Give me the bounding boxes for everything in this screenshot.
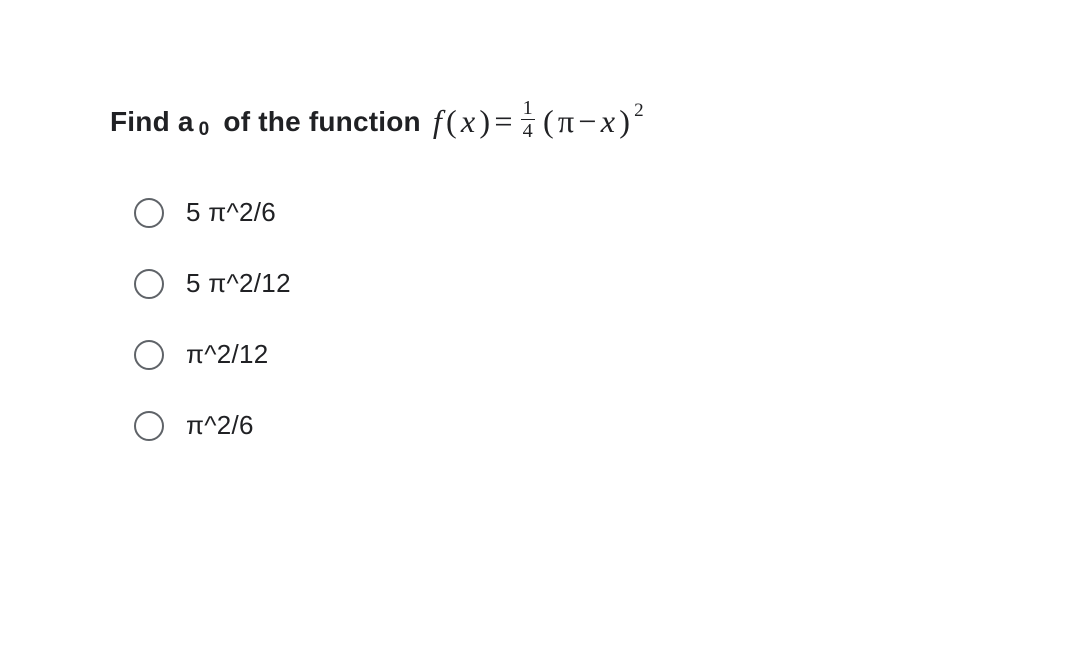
option-label: 5 π^2/12 [186,268,291,299]
function-x: x [461,103,476,140]
function-open: ( [446,103,457,140]
question-text: Find a0 of the function f(x) = 1 4 (π − … [110,100,980,143]
var-x: x [601,103,616,140]
radio-icon[interactable] [134,411,164,441]
option-label: π^2/6 [186,410,254,441]
minus: − [578,103,596,140]
options-list: 5 π^2/6 5 π^2/12 π^2/12 π^2/6 [110,197,980,441]
radio-icon[interactable] [134,340,164,370]
question-prefix: Find a [110,106,194,138]
option-2[interactable]: 5 π^2/12 [134,268,980,299]
option-4[interactable]: π^2/6 [134,410,980,441]
question-mid: of the function [215,106,428,138]
equals-sign: = [494,103,512,140]
pi-symbol: π [558,103,574,140]
function-close: ) [479,103,490,140]
fraction: 1 4 [521,98,535,141]
radio-icon[interactable] [134,269,164,299]
fraction-numerator: 1 [521,98,535,119]
superscript-2: 2 [634,100,644,122]
quiz-container: Find a0 of the function f(x) = 1 4 (π − … [0,0,1080,441]
paren-open: ( [543,103,554,140]
option-3[interactable]: π^2/12 [134,339,980,370]
question-subscript: 0 [199,119,210,141]
radio-icon[interactable] [134,198,164,228]
fraction-denominator: 4 [521,119,535,141]
paren-close: ) [619,103,630,140]
option-label: π^2/12 [186,339,269,370]
function-f: f [433,103,442,140]
option-1[interactable]: 5 π^2/6 [134,197,980,228]
option-label: 5 π^2/6 [186,197,276,228]
